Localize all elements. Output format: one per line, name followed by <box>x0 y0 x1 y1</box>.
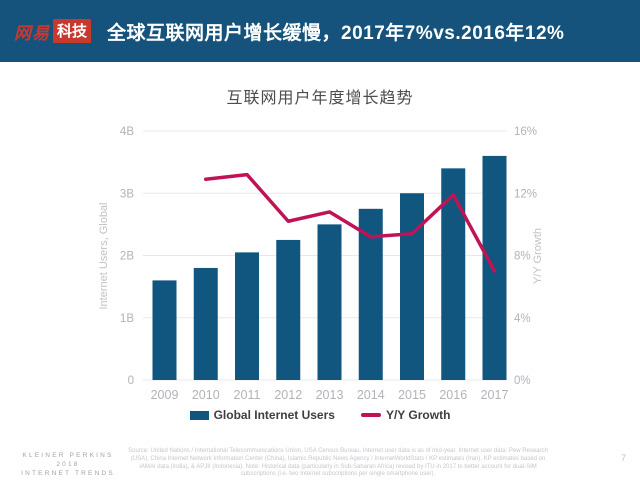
kp-brand-line1: KLEINER PERKINS <box>22 452 114 459</box>
bar-2012 <box>276 239 301 380</box>
bar-2009 <box>152 280 177 380</box>
x-axis-label-2014: 2014 <box>357 388 385 402</box>
growth-line <box>204 172 497 273</box>
tech-badge: 科技 <box>53 19 92 43</box>
bar-swatch-icon <box>189 410 209 420</box>
left-axis-tick: 2B <box>120 251 134 263</box>
legend-label-bars: Global Internet Users <box>213 408 335 422</box>
slide-title: 全球互联网用户增长缓慢，2017年7%vs.2016年12% <box>107 22 565 44</box>
netease-wordmark: 网易 <box>14 23 50 43</box>
x-axis-label-2011: 2011 <box>234 388 261 402</box>
source-note: Source: United Nations / International T… <box>128 448 548 478</box>
x-axis-label-2013: 2013 <box>316 388 344 402</box>
line-swatch-icon <box>360 413 381 417</box>
legend-label-line: Y/Y Growth <box>385 408 451 422</box>
kleiner-perkins-mark: KLEINER PERKINS 2018 INTERNET TRENDS <box>18 451 118 478</box>
bar-2015 <box>400 193 424 380</box>
x-axis-label-2015: 2015 <box>398 388 426 402</box>
x-axis-label-2016: 2016 <box>439 388 467 402</box>
right-axis-tick: 0% <box>514 375 531 387</box>
kp-brand-line2: 2018 <box>56 461 80 469</box>
bar-2013 <box>317 224 342 380</box>
chart-legend: Global Internet Users Y/Y Growth <box>0 408 640 422</box>
bar-2010 <box>193 267 218 380</box>
right-axis-tick: 12% <box>514 188 537 200</box>
bar-2011 <box>235 252 259 380</box>
x-axis-label-2010: 2010 <box>192 388 220 402</box>
right-axis-title: Y/Y Growth <box>532 228 544 284</box>
x-axis-label-2009: 2009 <box>151 388 179 402</box>
chart-title: 互联网用户年度增长趋势 <box>226 90 414 107</box>
x-axis-label-2012: 2012 <box>274 388 302 402</box>
right-axis-tick: 8% <box>514 251 531 263</box>
x-axis-label-2017: 2017 <box>481 388 509 402</box>
netease-tech-logo: 网易 科技 <box>14 19 92 44</box>
left-axis-tick: 3B <box>120 188 134 200</box>
right-axis-tick: 4% <box>514 313 531 325</box>
left-axis-tick: 4B <box>120 126 134 138</box>
kp-brand-line3: INTERNET TRENDS <box>21 470 115 478</box>
legend-item-bars: Global Internet Users <box>189 408 335 422</box>
page-number: 7 <box>620 453 626 463</box>
legend-item-line: Y/Y Growth <box>360 408 451 422</box>
left-axis-tick: 0 <box>128 375 134 387</box>
bar-2016 <box>441 168 466 380</box>
right-axis-tick: 16% <box>514 126 537 138</box>
left-axis-tick: 1B <box>120 313 134 325</box>
left-axis-title: Internet Users, Global <box>98 203 110 310</box>
header: 网易 科技 全球互联网用户增长缓慢，2017年7%vs.2016年12% <box>0 0 640 62</box>
